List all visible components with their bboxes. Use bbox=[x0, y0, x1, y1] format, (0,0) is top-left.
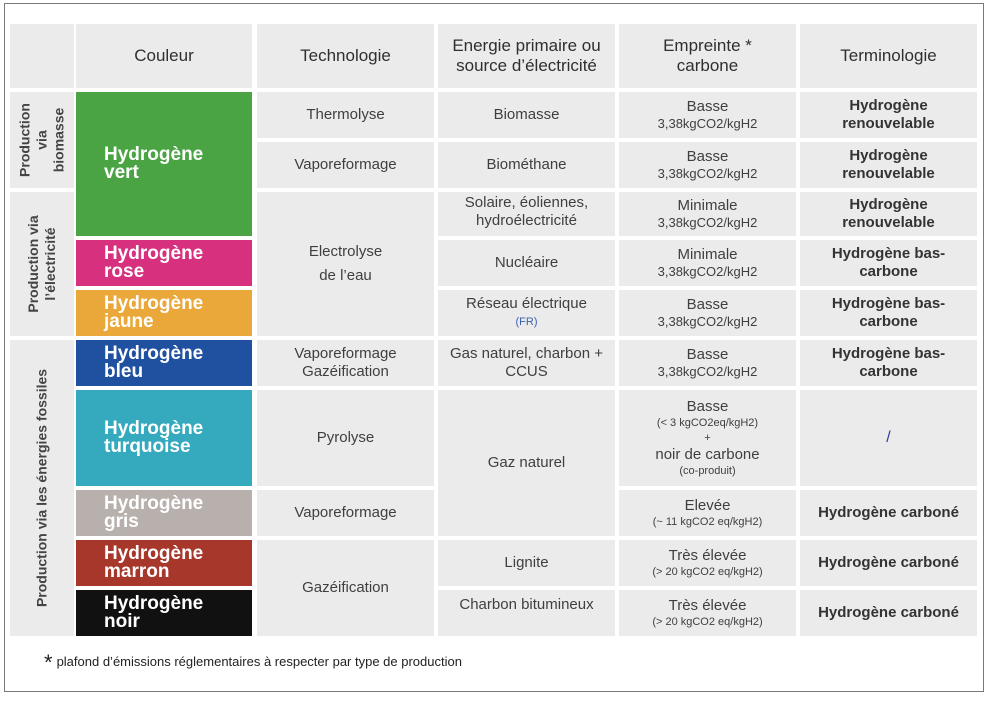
header-terminologie: Terminologie bbox=[800, 24, 977, 88]
empreinte-r2: Basse 3,38kgCO2/kgH2 bbox=[619, 142, 796, 188]
terminologie-r5: Hydrogène bas-carbone bbox=[800, 290, 977, 336]
header-technologie: Technologie bbox=[257, 24, 434, 88]
color-cell-marron: Hydrogène marron bbox=[76, 540, 252, 586]
color-cell-gris: Hydrogène gris bbox=[76, 490, 252, 536]
energy-biomasse: Biomasse bbox=[438, 92, 615, 138]
footnote: * plafond d’émissions réglementaires à re… bbox=[44, 650, 462, 680]
header-blank bbox=[10, 24, 74, 88]
energy-charbon: Charbon bitumineux bbox=[438, 590, 615, 636]
energy-solaire: Solaire, éoliennes, hydroélectricité bbox=[438, 192, 615, 236]
table-frame bbox=[4, 3, 984, 692]
energy-gaz-naturel: Gaz naturel bbox=[438, 390, 615, 536]
color-cell-vert: Hydrogène vert bbox=[76, 92, 252, 236]
footnote-star: * bbox=[44, 650, 53, 675]
energy-reseau: Réseau électrique (FR) bbox=[438, 290, 615, 336]
empreinte-r7: Basse (< 3 kgCO2eq/kgH2) + noir de carbo… bbox=[619, 390, 796, 486]
terminologie-r8: Hydrogène carboné bbox=[800, 490, 977, 536]
energy-nucleaire: Nucléaire bbox=[438, 240, 615, 286]
empreinte-r5: Basse 3,38kgCO2/kgH2 bbox=[619, 290, 796, 336]
terminologie-r1: Hydrogène renouvelable bbox=[800, 92, 977, 138]
terminologie-r7: / bbox=[800, 390, 977, 486]
tech-vaporeformage-2: Vaporeformage bbox=[257, 490, 434, 536]
terminologie-r10: Hydrogène carboné bbox=[800, 590, 977, 636]
group-label-biomasse: Production via biomasse bbox=[10, 92, 74, 188]
empreinte-r3: Minimale 3,38kgCO2/kgH2 bbox=[619, 192, 796, 236]
header-energie: Energie primaire ou source d’électricité bbox=[438, 24, 615, 88]
tech-vaporeformage-gazeification: Vaporeformage Gazéification bbox=[257, 340, 434, 386]
tech-electrolyse: Electrolyse de l’eau bbox=[257, 192, 434, 336]
empreinte-r8: Elevée (~ 11 kgCO2 eq/kgH2) bbox=[619, 490, 796, 536]
terminologie-r4: Hydrogène bas-carbone bbox=[800, 240, 977, 286]
tech-thermolyse: Thermolyse bbox=[257, 92, 434, 138]
energy-lignite: Lignite bbox=[438, 540, 615, 586]
empreinte-r4: Minimale 3,38kgCO2/kgH2 bbox=[619, 240, 796, 286]
energy-gas-ccus: Gas naturel, charbon + CCUS bbox=[438, 340, 615, 386]
header-couleur: Couleur bbox=[76, 24, 252, 88]
empreinte-r9: Très élevée (> 20 kgCO2 eq/kgH2) bbox=[619, 540, 796, 586]
energy-biomethane: Biométhane bbox=[438, 142, 615, 188]
tech-vaporeformage-1: Vaporeformage bbox=[257, 142, 434, 188]
color-cell-bleu: Hydrogène bleu bbox=[76, 340, 252, 386]
header-empreinte: Empreinte * carbone bbox=[619, 24, 796, 88]
terminologie-r2: Hydrogène renouvelable bbox=[800, 142, 977, 188]
color-cell-jaune: Hydrogène jaune bbox=[76, 290, 252, 336]
terminologie-r9: Hydrogène carboné bbox=[800, 540, 977, 586]
color-cell-turquoise: Hydrogène turquoise bbox=[76, 390, 252, 486]
color-cell-rose: Hydrogène rose bbox=[76, 240, 252, 286]
energy-reseau-note: (FR) bbox=[515, 316, 538, 328]
tech-pyrolyse: Pyrolyse bbox=[257, 390, 434, 486]
group-label-electricite: Production via l’électricité bbox=[10, 192, 74, 336]
footnote-text: plafond d’émissions réglementaires à res… bbox=[56, 654, 462, 669]
tech-gazeification: Gazéification bbox=[257, 540, 434, 636]
color-cell-noir: Hydrogène noir bbox=[76, 590, 252, 636]
empreinte-r6: Basse 3,38kgCO2/kgH2 bbox=[619, 340, 796, 386]
empreinte-r1: Basse 3,38kgCO2/kgH2 bbox=[619, 92, 796, 138]
empreinte-r10: Très élevée (> 20 kgCO2 eq/kgH2) bbox=[619, 590, 796, 636]
terminologie-r6: Hydrogène bas-carbone bbox=[800, 340, 977, 386]
group-label-fossiles: Production via les énergies fossiles bbox=[10, 340, 74, 636]
terminologie-r3: Hydrogène renouvelable bbox=[800, 192, 977, 236]
